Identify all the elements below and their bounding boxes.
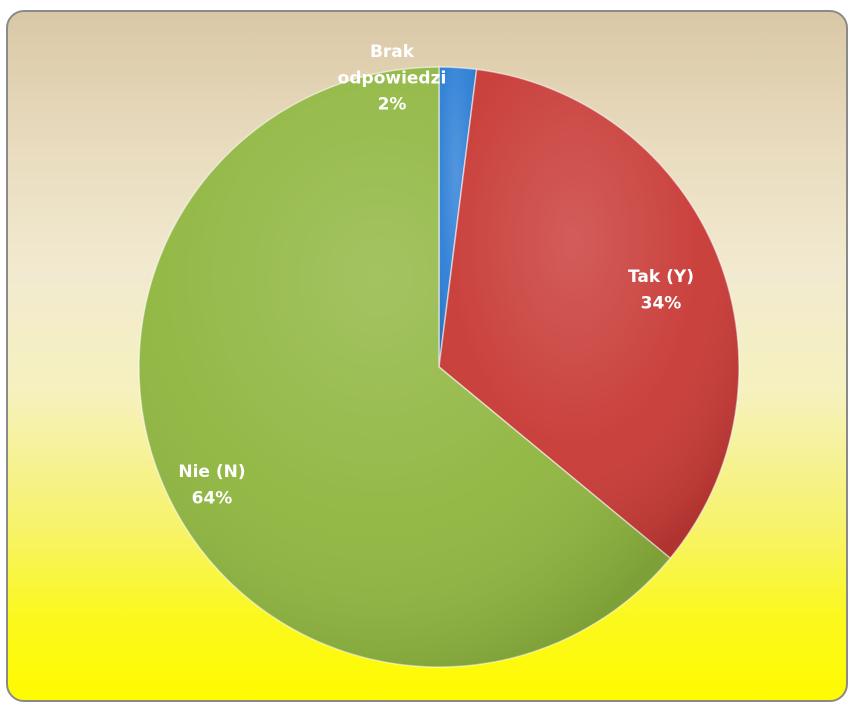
chart-frame: Brak odpowiedzi 2% Tak (Y) 34% Nie (N) 64% — [6, 10, 848, 702]
data-label-percent: 64% — [192, 488, 233, 508]
data-label-category: Nie (N) — [178, 462, 245, 482]
data-label-category: odpowiedzi — [338, 68, 447, 88]
data-label-tak-y: Tak (Y) 34% — [628, 267, 694, 313]
pie-slice-shading — [138, 67, 671, 667]
data-label-category: Tak (Y) — [628, 267, 694, 287]
data-label-percent: 34% — [641, 293, 682, 313]
data-label-brak-odpowiedzi: Brak odpowiedzi 2% — [338, 42, 447, 115]
pie-chart: Brak odpowiedzi 2% Tak (Y) 34% Nie (N) 64% — [138, 42, 740, 668]
pie-slice-shading — [439, 69, 739, 559]
data-label-category: Brak — [370, 42, 415, 62]
data-label-nie-n: Nie (N) 64% — [178, 462, 245, 508]
data-label-percent: 2% — [378, 95, 407, 115]
